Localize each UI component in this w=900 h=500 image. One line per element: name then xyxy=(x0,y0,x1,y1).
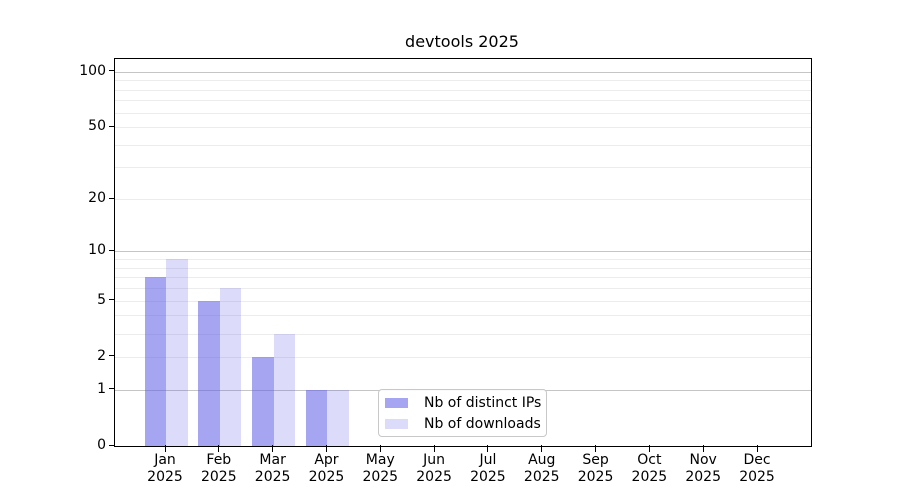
minor-gridline xyxy=(115,300,811,302)
x-tick-mark xyxy=(541,445,543,452)
x-tick-mark xyxy=(164,445,166,452)
x-tick-mark xyxy=(379,445,381,452)
minor-gridline xyxy=(115,100,811,102)
x-tick-mark xyxy=(325,445,327,452)
minor-gridline xyxy=(115,356,811,358)
x-tick-label: Jan 2025 xyxy=(147,452,183,485)
major-gridline xyxy=(115,251,811,253)
y-tick-label: 20 xyxy=(88,190,106,207)
bar-downloads xyxy=(219,288,242,446)
x-tick-mark xyxy=(702,445,704,452)
y-tick-label: 2 xyxy=(97,347,106,364)
x-tick-label: Dec 2025 xyxy=(739,452,775,485)
minor-gridline xyxy=(115,199,811,201)
y-tick-label: 100 xyxy=(79,62,106,79)
x-tick-label: Jul 2025 xyxy=(470,452,506,485)
x-tick-label: Aug 2025 xyxy=(523,452,560,485)
x-tick-mark xyxy=(756,445,758,452)
y-tick-label: 50 xyxy=(88,118,106,135)
bar-distinct-ips xyxy=(144,277,166,446)
legend-label-distinct-ips: Nb of distinct IPs xyxy=(424,394,542,411)
minor-gridline xyxy=(115,80,811,82)
legend-entry-distinct-ips: Nb of distinct IPs xyxy=(385,393,546,413)
y-tick-mark xyxy=(109,70,114,72)
bar-downloads xyxy=(166,259,188,446)
legend: Nb of distinct IPs Nb of downloads xyxy=(378,389,547,437)
y-tick-mark xyxy=(109,388,114,390)
x-tick-mark xyxy=(218,445,220,452)
bar-distinct-ips xyxy=(305,389,328,446)
y-tick-mark xyxy=(109,355,114,357)
y-tick-mark xyxy=(109,125,114,127)
minor-gridline xyxy=(115,277,811,279)
minor-gridline xyxy=(115,315,811,317)
minor-gridline xyxy=(115,167,811,169)
minor-gridline xyxy=(115,144,811,146)
y-tick-mark xyxy=(109,249,114,251)
x-tick-mark xyxy=(595,445,597,452)
x-tick-mark xyxy=(433,445,435,452)
x-tick-label: Mar 2025 xyxy=(254,452,291,485)
x-tick-label: Nov 2025 xyxy=(685,452,721,485)
x-tick-label: Feb 2025 xyxy=(200,452,237,485)
minor-gridline xyxy=(115,89,811,91)
y-tick-label: 5 xyxy=(97,291,106,308)
major-gridline xyxy=(115,71,811,73)
minor-gridline xyxy=(115,267,811,269)
chart-title: devtools 2025 xyxy=(405,32,519,51)
x-tick-label: May 2025 xyxy=(362,452,399,485)
x-tick-label: Jun 2025 xyxy=(416,452,452,485)
y-tick-mark xyxy=(109,299,114,301)
minor-gridline xyxy=(115,333,811,335)
x-tick-label: Sep 2025 xyxy=(577,452,614,485)
minor-gridline xyxy=(115,127,811,129)
x-tick-mark xyxy=(272,445,274,452)
x-tick-label: Apr 2025 xyxy=(308,452,345,485)
y-tick-mark xyxy=(109,444,114,446)
bar-distinct-ips xyxy=(252,356,274,446)
legend-label-downloads: Nb of downloads xyxy=(424,415,541,432)
legend-swatch-distinct-ips-icon xyxy=(385,397,408,408)
x-tick-mark xyxy=(648,445,650,452)
bar-distinct-ips xyxy=(198,300,220,446)
minor-gridline xyxy=(115,112,811,114)
x-tick-label: Oct 2025 xyxy=(631,452,668,485)
y-tick-label: 10 xyxy=(88,242,106,259)
legend-swatch-downloads-icon xyxy=(385,418,408,429)
y-tick-label: 0 xyxy=(97,437,106,453)
y-tick-mark xyxy=(109,197,114,199)
x-tick-mark xyxy=(487,445,489,452)
bar-downloads xyxy=(327,389,349,446)
bar-downloads xyxy=(273,333,296,446)
minor-gridline xyxy=(115,288,811,290)
minor-gridline xyxy=(115,259,811,261)
legend-entry-downloads: Nb of downloads xyxy=(385,414,546,434)
y-tick-label: 1 xyxy=(97,380,106,397)
plot-area xyxy=(114,58,812,447)
